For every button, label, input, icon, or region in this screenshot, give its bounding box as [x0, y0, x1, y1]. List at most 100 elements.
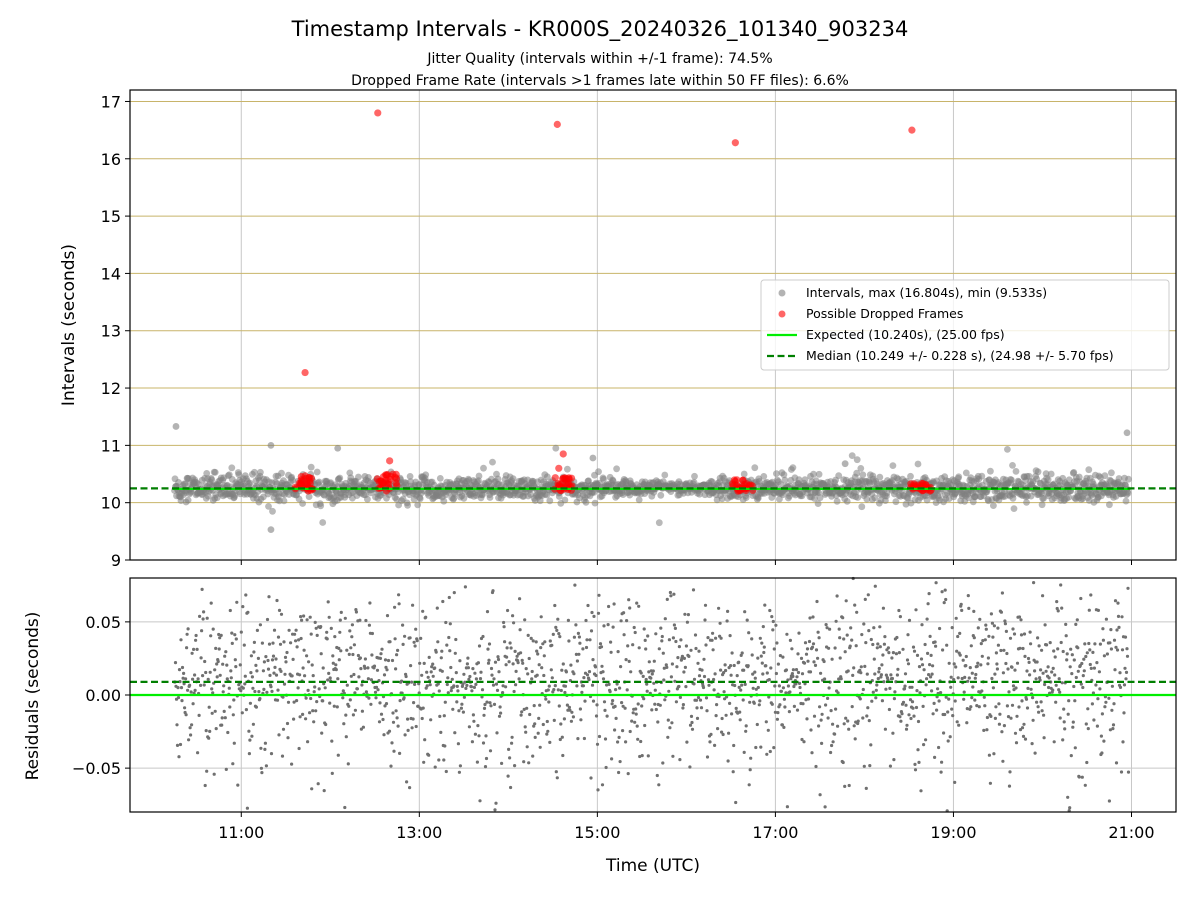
interval-point — [265, 503, 272, 510]
residual-point — [887, 707, 892, 712]
residual-point — [233, 633, 237, 637]
residual-point — [823, 677, 827, 681]
residual-point — [755, 722, 759, 727]
residual-point — [457, 770, 461, 774]
residual-point — [941, 648, 945, 652]
residual-point — [936, 687, 940, 691]
residual-point — [306, 688, 310, 693]
residual-point — [687, 654, 691, 659]
residual-point — [1050, 670, 1054, 674]
residual-point — [955, 649, 959, 653]
residual-point — [805, 717, 809, 721]
residual-point — [669, 594, 673, 598]
residual-point — [349, 674, 353, 678]
residual-point — [1054, 683, 1058, 687]
residual-point — [556, 617, 560, 621]
residual-point — [1091, 650, 1095, 655]
interval-point — [740, 470, 748, 478]
residual-point — [635, 724, 639, 728]
residual-point — [437, 758, 441, 762]
residual-point — [585, 638, 589, 642]
residual-point — [374, 685, 379, 689]
residual-point — [198, 614, 202, 619]
residual-point — [535, 649, 539, 653]
residual-point — [1005, 704, 1010, 708]
residual-point — [287, 628, 291, 632]
residual-point — [598, 642, 603, 646]
residual-point — [246, 610, 250, 614]
residual-point — [802, 661, 807, 665]
residual-point — [249, 654, 253, 658]
residual-point — [423, 738, 427, 742]
residual-point — [715, 703, 719, 707]
residual-point — [1082, 669, 1086, 673]
residual-point — [1116, 614, 1121, 619]
residual-point — [1044, 669, 1048, 673]
residual-point — [427, 655, 431, 660]
residual-point — [389, 764, 393, 768]
residual-point — [504, 663, 508, 667]
residual-point — [494, 682, 499, 686]
residual-point — [487, 642, 492, 646]
residual-point — [929, 653, 933, 658]
residual-point — [850, 705, 854, 709]
residual-point — [1004, 661, 1008, 666]
residual-point — [375, 668, 380, 672]
residual-point — [605, 714, 609, 718]
residual-point — [794, 668, 799, 672]
residual-point — [726, 609, 730, 614]
dropped-frame-point — [731, 139, 739, 147]
interval-point — [1025, 472, 1033, 480]
residual-point — [247, 729, 251, 733]
residual-point — [239, 689, 243, 693]
residual-point — [865, 672, 869, 676]
interval-point — [857, 465, 865, 472]
residual-point — [891, 731, 895, 735]
residual-point — [867, 719, 871, 723]
interval-point — [990, 502, 997, 509]
residual-point — [199, 683, 203, 688]
residual-point — [394, 667, 398, 671]
residual-point — [877, 666, 881, 671]
interval-point — [552, 444, 560, 452]
residual-point — [217, 647, 221, 651]
residual-point — [713, 672, 717, 676]
residual-point — [447, 595, 451, 600]
residual-point — [555, 628, 559, 633]
interval-point — [489, 458, 496, 466]
residual-point — [446, 691, 450, 695]
residual-point — [831, 722, 835, 726]
residual-point — [979, 642, 983, 646]
residual-point — [649, 676, 653, 680]
residual-point — [567, 639, 571, 643]
residual-point — [1085, 760, 1089, 765]
residual-point — [216, 659, 220, 664]
residual-point — [943, 712, 947, 717]
residual-point — [883, 635, 887, 639]
residual-point — [221, 662, 225, 666]
residual-point — [356, 653, 360, 658]
residual-point — [834, 619, 838, 623]
residual-point — [209, 601, 213, 605]
residual-point — [464, 686, 468, 691]
residual-point — [689, 714, 694, 719]
residual-point — [827, 646, 831, 650]
residual-point — [1029, 642, 1033, 646]
residual-point — [1002, 724, 1007, 728]
residual-point — [1114, 761, 1119, 765]
residual-point — [455, 700, 459, 704]
residual-point — [1084, 654, 1088, 659]
residual-point — [898, 715, 902, 719]
residual-point — [563, 684, 568, 688]
residual-point — [502, 620, 506, 625]
residual-point — [336, 677, 340, 681]
residual-point — [536, 731, 540, 735]
residual-point — [506, 774, 510, 778]
residual-point — [509, 785, 513, 790]
residual-point — [564, 670, 569, 674]
residual-point — [1022, 632, 1027, 636]
residual-point — [298, 715, 302, 719]
residual-point — [561, 662, 565, 666]
residual-point — [420, 716, 424, 721]
chart-subtitle-dropped: Dropped Frame Rate (intervals >1 frames … — [351, 73, 849, 89]
